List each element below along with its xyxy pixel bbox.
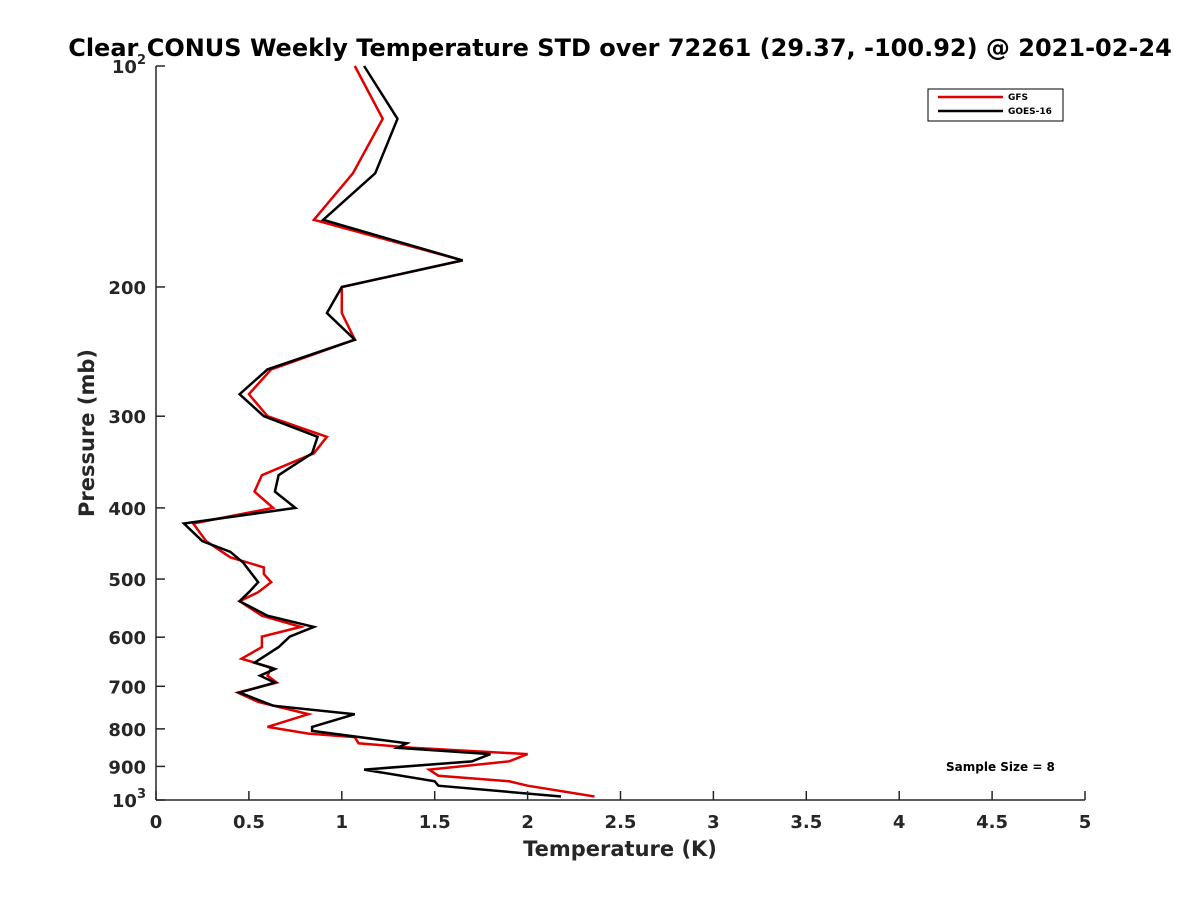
y-tick-label: 200 (108, 278, 146, 299)
x-axis-label: Temperature (K) (523, 837, 717, 861)
y-tick-label: 700 (108, 677, 146, 698)
y-tick-label: 800 (108, 720, 146, 741)
series-line-goes16 (181, 65, 562, 798)
legend: GFS GOES-16 (927, 88, 1064, 122)
x-tick-label: 2 (521, 812, 534, 833)
y-tick-label: 102 (112, 53, 146, 78)
x-tick-label: 2.5 (605, 812, 637, 833)
y-tick-label: 500 (108, 570, 146, 591)
x-tick-label: 1.5 (419, 812, 451, 833)
legend-label-gfs: GFS (1008, 93, 1028, 103)
y-tick-label: 103 (112, 787, 146, 812)
x-tick-label: 4 (893, 812, 906, 833)
y-tick-label: 600 (108, 628, 146, 649)
y-axis-label: Pressure (mb) (75, 349, 99, 517)
y-tick-label: 300 (108, 407, 146, 428)
x-tick-label: 0 (150, 812, 163, 833)
y-tick-label: 400 (108, 499, 146, 520)
sample-size-annotation: Sample Size = 8 (946, 760, 1055, 774)
x-tick-label: 1 (336, 812, 349, 833)
chart-title: Clear CONUS Weekly Temperature STD over … (68, 34, 1172, 62)
x-tick-label: 0.5 (233, 812, 265, 833)
plot-area: 0 0.5 1 1.5 2 2.5 3 3.5 4 4.5 5 102 200 300 400 500 600 7… (108, 53, 1091, 833)
legend-box (927, 88, 1064, 122)
x-tick-label: 3.5 (790, 812, 822, 833)
x-tick-label: 5 (1079, 812, 1092, 833)
y-tick-label: 900 (108, 757, 146, 778)
x-tick-label: 3 (707, 812, 720, 833)
legend-label-goes16: GOES-16 (1008, 107, 1052, 117)
x-tick-label: 4.5 (976, 812, 1008, 833)
